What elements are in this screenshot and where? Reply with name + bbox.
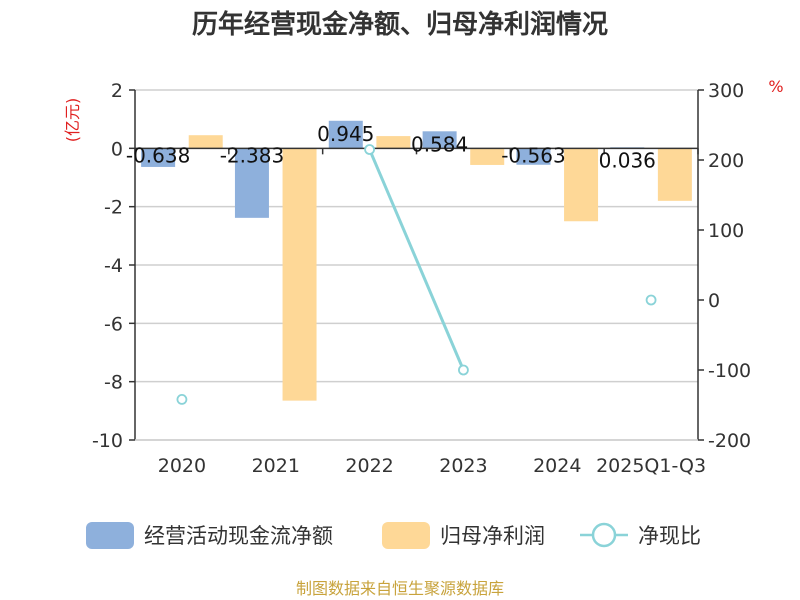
legend-item-2[interactable]: 净现比 [580, 522, 701, 548]
data-labels-group: -0.638 -2.383 0.945 0.584 -0.563 0.036 [126, 122, 656, 173]
axes-group [129, 89, 704, 441]
bar-cashflow-2022 [328, 120, 363, 149]
legend-swatch [86, 522, 134, 549]
bar-cashflow-2020 [141, 148, 176, 167]
legend: 经营活动现金流净额 归母净利润 净现比 [86, 522, 701, 549]
x-tick-label-2022: 2022 [345, 455, 393, 477]
legend-label: 归母净利润 [440, 524, 545, 548]
legend-item-1[interactable]: 归母净利润 [382, 522, 545, 549]
bars-group [141, 120, 692, 401]
data-label-2024: -0.563 [501, 143, 565, 167]
x-tick-label-2023: 2023 [439, 455, 487, 477]
bar-net-profit-2023 [470, 148, 505, 165]
y-left-tick-label: 0 [111, 138, 123, 160]
data-label-2023: 0.584 [411, 132, 468, 156]
bar-net-profit-2024 [564, 148, 599, 222]
bar-cashflow-2021 [234, 148, 269, 218]
source-note: 制图数据来自恒生聚源数据库 [296, 579, 504, 598]
y-right-tick-label: 100 [708, 220, 744, 242]
y-right-tick-label: 0 [708, 290, 720, 312]
legend-label: 经营活动现金流净额 [144, 524, 333, 548]
y-left-tick-label: -4 [104, 255, 123, 277]
bar-net-profit-2025Q1-Q3 [657, 148, 692, 201]
ratio-point-2022 [364, 144, 375, 155]
ratio-line-group [176, 144, 657, 405]
legend-swatch [382, 522, 430, 549]
legend-label: 净现比 [638, 524, 701, 548]
x-tick-label-2021: 2021 [252, 455, 300, 477]
y-left-tick-label: 2 [111, 80, 123, 102]
y-left-tick-label: -10 [92, 430, 123, 452]
data-label-2020: -0.638 [126, 143, 190, 167]
ratio-point-2023 [458, 364, 469, 376]
data-label-2025Q1-Q3: 0.036 [599, 148, 656, 172]
bar-cashflow-2024 [516, 148, 551, 165]
bar-net-profit-2020 [188, 135, 223, 149]
y-right-tick-label: -200 [708, 430, 751, 452]
ratio-point-2025Q1-Q3 [645, 294, 657, 306]
y-right-tick-label: 200 [708, 150, 744, 172]
bar-net-profit-2021 [282, 148, 317, 401]
y-right-tick-label: 300 [708, 80, 744, 102]
y-right-unit: % [768, 77, 783, 96]
ratio-point-2020 [176, 393, 188, 405]
x-tick-label-2024: 2024 [533, 455, 581, 477]
x-tick-label-2020: 2020 [158, 455, 206, 477]
y-left-tick-label: -2 [104, 197, 123, 219]
data-label-2021: -2.383 [220, 143, 284, 167]
legend-swatch-marker [591, 522, 617, 548]
y-left-tick-label: -6 [104, 313, 123, 335]
x-tick-label-2025Q1-Q3: 2025Q1-Q3 [596, 455, 706, 477]
y-right-tick-label: -100 [708, 360, 751, 382]
ratio-line [368, 148, 465, 371]
legend-item-0[interactable]: 经营活动现金流净额 [86, 522, 333, 549]
chart-title: 历年经营现金净额、归母净利润情况 [192, 9, 608, 40]
y-left-unit: (亿元) [63, 98, 82, 143]
bar-cashflow-2023 [422, 131, 457, 149]
data-label-2022: 0.945 [317, 122, 374, 146]
bar-net-profit-2022 [376, 136, 411, 149]
tick-labels-group: 2 0 -2 -4 -6 -8 -10 300 200 100 0 -100 -200 2020 2021 2… [92, 80, 751, 477]
y-left-tick-label: -8 [104, 372, 123, 394]
